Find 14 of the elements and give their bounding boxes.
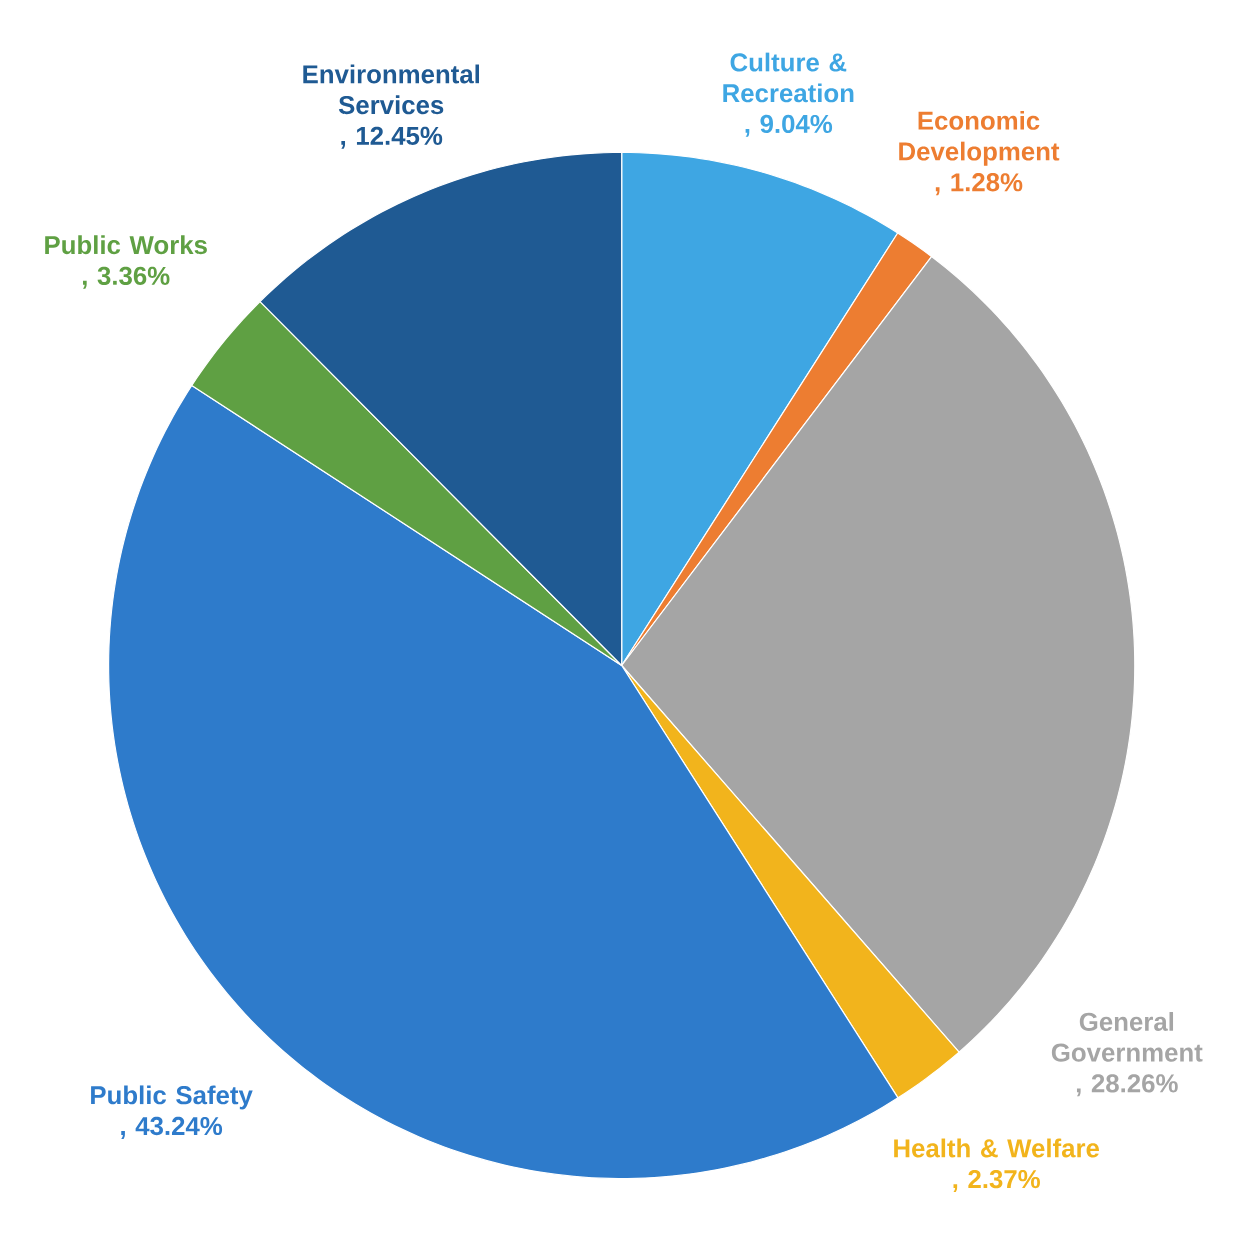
data-label: , 1.28% bbox=[935, 172, 1023, 195]
slice-label: Public Works bbox=[45, 235, 207, 254]
data-label: , 9.04% bbox=[745, 114, 833, 137]
slice-label: Health & Welfare bbox=[894, 1138, 1100, 1158]
slice-label: Environmental Services bbox=[303, 64, 480, 115]
slice-label: Economic Development bbox=[899, 110, 1060, 166]
slice-label: Culture & Recreation bbox=[723, 52, 854, 103]
slice-label: General Government bbox=[1051, 1011, 1203, 1062]
data-label: , 28.26% bbox=[1076, 1074, 1178, 1097]
data-label: , 43.24% bbox=[121, 1116, 223, 1139]
slice-label: Public Safety bbox=[91, 1085, 253, 1110]
data-label: , 3.36% bbox=[82, 266, 170, 289]
data-label: , 2.37% bbox=[953, 1169, 1040, 1192]
data-label: , 12.45% bbox=[341, 126, 443, 149]
